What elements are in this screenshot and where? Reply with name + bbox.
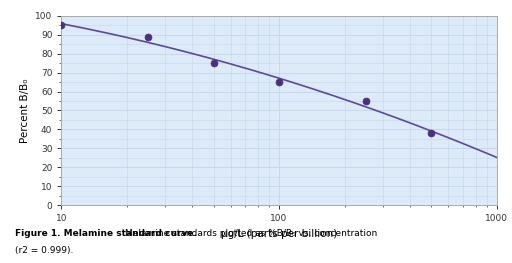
Y-axis label: Percent B/B₀: Percent B/B₀ xyxy=(19,78,30,143)
Point xyxy=(275,80,283,84)
Text: (r2 = 0.999).: (r2 = 0.999). xyxy=(15,246,74,255)
Text: Figure 1. Melamine standard curve.: Figure 1. Melamine standard curve. xyxy=(15,229,197,238)
Point xyxy=(57,23,66,27)
X-axis label: μg/L (parts per billion): μg/L (parts per billion) xyxy=(221,229,337,239)
Text: Melamine standards plotted as %B/B₀ vs. concentration: Melamine standards plotted as %B/B₀ vs. … xyxy=(125,229,378,238)
Point xyxy=(361,99,370,103)
Point xyxy=(144,34,152,39)
Point xyxy=(427,131,435,135)
Point xyxy=(209,61,218,65)
